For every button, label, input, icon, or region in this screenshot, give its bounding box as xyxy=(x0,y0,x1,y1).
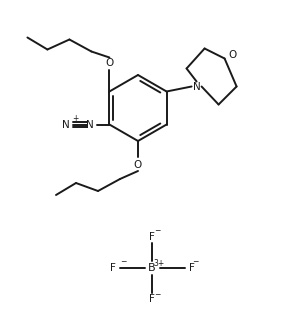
Text: O: O xyxy=(134,160,142,170)
Text: O: O xyxy=(105,58,114,69)
Text: F: F xyxy=(149,232,155,242)
Text: B: B xyxy=(148,263,156,273)
Text: −: − xyxy=(192,257,198,266)
Text: N: N xyxy=(193,81,200,92)
Text: −: − xyxy=(120,257,126,266)
Text: F: F xyxy=(110,263,116,273)
Text: −: − xyxy=(154,227,160,236)
Text: N: N xyxy=(86,119,93,130)
Text: −: − xyxy=(154,291,160,299)
Text: F: F xyxy=(189,263,195,273)
Text: N: N xyxy=(62,119,69,130)
Text: F: F xyxy=(149,294,155,304)
Text: 3+: 3+ xyxy=(153,258,165,268)
Text: O: O xyxy=(229,50,237,59)
Text: +: + xyxy=(72,114,79,123)
